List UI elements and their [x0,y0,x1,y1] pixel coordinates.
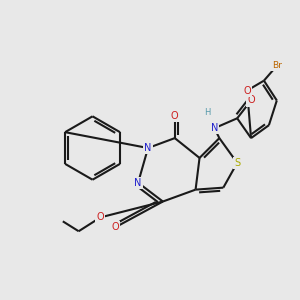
Text: N: N [211,123,218,133]
Text: Br: Br [272,61,282,70]
Text: O: O [171,111,178,121]
Text: N: N [144,143,152,153]
Text: H: H [204,108,211,117]
Text: S: S [234,158,240,168]
Text: O: O [247,95,255,106]
Text: O: O [243,85,251,96]
Text: O: O [112,222,119,232]
Text: O: O [97,212,104,222]
Text: N: N [134,178,142,188]
